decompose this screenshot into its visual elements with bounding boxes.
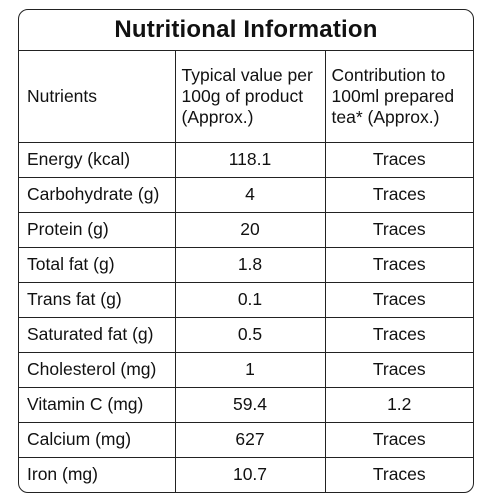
value-cell: 627 — [174, 421, 326, 458]
header-contribution: Contribution to 100ml prepared tea* (App… — [324, 51, 473, 143]
table-row: Protein (g) 20 Traces — [19, 211, 473, 248]
table-row: Cholesterol (mg) 1 Traces — [19, 351, 473, 388]
value-cell: 1.8 — [174, 246, 326, 283]
nutrient-cell: Iron (mg) — [19, 456, 176, 492]
table-row: Energy (kcal) 118.1 Traces — [19, 142, 473, 178]
value-cell: 59.4 — [174, 386, 326, 423]
value-cell: 1 — [174, 351, 326, 388]
nutrient-cell: Cholesterol (mg) — [19, 351, 176, 388]
value-cell: 0.5 — [174, 316, 326, 353]
table-row: Carbohydrate (g) 4 Traces — [19, 176, 473, 213]
header-typical-value: Typical value per 100g of product (Appro… — [174, 51, 326, 143]
nutrient-cell: Calcium (mg) — [19, 421, 176, 458]
contribution-cell: Traces — [324, 456, 473, 492]
contribution-cell: Traces — [324, 142, 473, 178]
nutrient-cell: Carbohydrate (g) — [19, 176, 176, 213]
value-cell: 4 — [174, 176, 326, 213]
contribution-cell: Traces — [324, 351, 473, 388]
contribution-cell: Traces — [324, 316, 473, 353]
value-cell: 0.1 — [174, 281, 326, 318]
nutrient-cell: Saturated fat (g) — [19, 316, 176, 353]
contribution-cell: Traces — [324, 281, 473, 318]
contribution-cell: Traces — [324, 211, 473, 248]
table-row: Calcium (mg) 627 Traces — [19, 421, 473, 458]
nutrition-panel: Nutritional Information Nutrients Typica… — [18, 9, 474, 493]
nutrient-cell: Total fat (g) — [19, 246, 176, 283]
table-row: Total fat (g) 1.8 Traces — [19, 246, 473, 283]
nutrient-cell: Vitamin C (mg) — [19, 386, 176, 423]
nutrient-cell: Trans fat (g) — [19, 281, 176, 318]
contribution-cell: 1.2 — [324, 386, 473, 423]
panel-title: Nutritional Information — [19, 10, 473, 51]
table-body: Energy (kcal) 118.1 Traces Carbohydrate (g)… — [19, 142, 473, 492]
header-nutrients: Nutrients — [19, 51, 176, 143]
value-cell: 10.7 — [174, 456, 326, 492]
table-row: Iron (mg) 10.7 Traces — [19, 456, 473, 492]
table-row: Trans fat (g) 0.1 Traces — [19, 281, 473, 318]
table-row: Saturated fat (g) 0.5 Traces — [19, 316, 473, 353]
contribution-cell: Traces — [324, 176, 473, 213]
value-cell: 118.1 — [174, 142, 326, 178]
value-cell: 20 — [174, 211, 326, 248]
nutrition-table: Nutrients Typical value per 100g of prod… — [19, 51, 473, 492]
nutrient-cell: Energy (kcal) — [19, 142, 176, 178]
table-row: Vitamin C (mg) 59.4 1.2 — [19, 386, 473, 423]
contribution-cell: Traces — [324, 421, 473, 458]
table-header-row: Nutrients Typical value per 100g of prod… — [19, 51, 473, 143]
contribution-cell: Traces — [324, 246, 473, 283]
nutrient-cell: Protein (g) — [19, 211, 176, 248]
